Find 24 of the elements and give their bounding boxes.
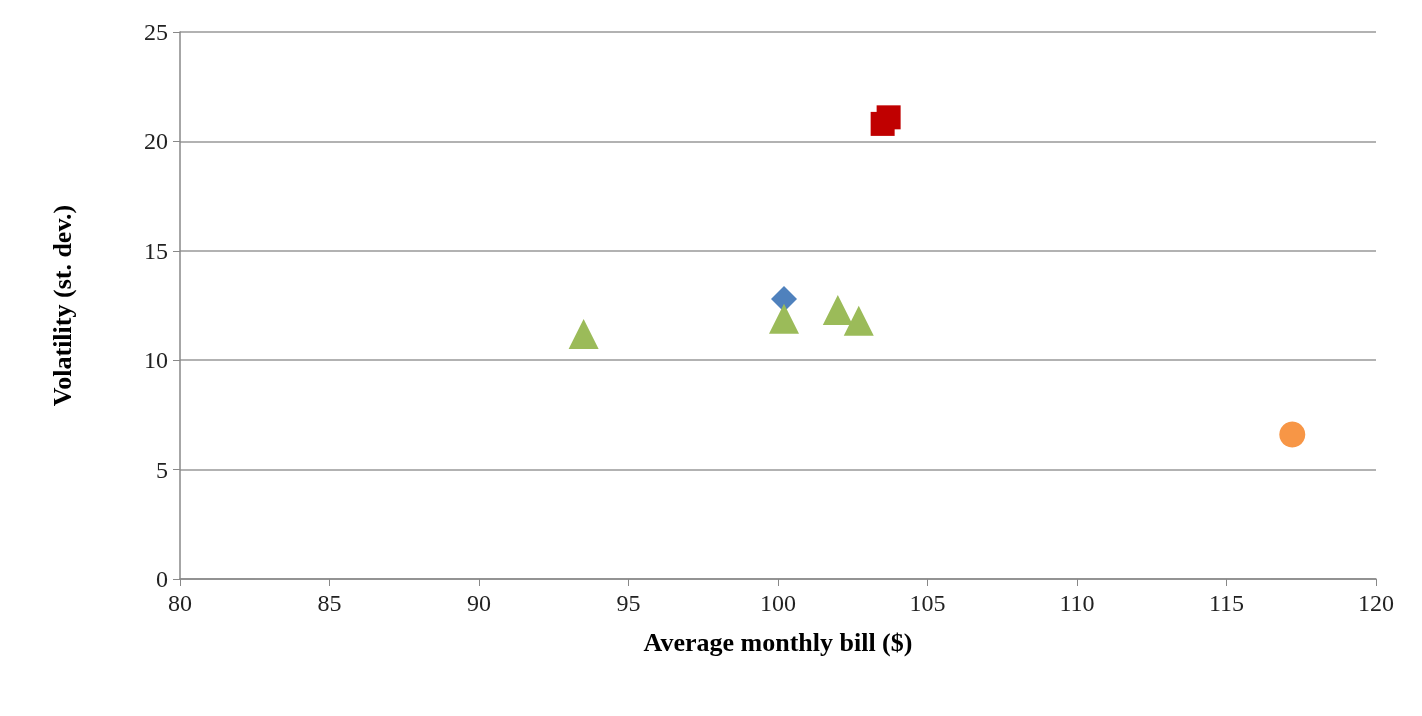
x-tick-label: 105 <box>909 590 946 616</box>
point <box>568 318 599 349</box>
x-tick-label: 120 <box>1358 590 1394 616</box>
x-tick-label: 90 <box>467 590 491 616</box>
y-tick-label: 10 <box>144 347 168 374</box>
x-tick-label: 115 <box>1208 590 1245 616</box>
point <box>1279 421 1306 448</box>
y-tick-label: 5 <box>156 456 168 483</box>
y-tick-label: 25 <box>144 19 168 45</box>
point <box>768 303 799 334</box>
x-axis-title: Average monthly bill ($) <box>643 627 913 657</box>
x-tick-label: 95 <box>616 590 641 616</box>
x-tick-label: 100 <box>760 590 796 616</box>
y-tick-label: 15 <box>144 237 168 264</box>
y-tick-label: 20 <box>144 128 168 155</box>
x-tick-label: 110 <box>1059 590 1095 616</box>
y-axis-title: Volatility (st. dev.) <box>47 204 77 407</box>
point <box>876 105 901 130</box>
point <box>770 285 797 312</box>
point <box>822 294 853 325</box>
x-tick-label: 80 <box>168 590 192 616</box>
point <box>843 305 874 336</box>
y-tick-label: 0 <box>156 566 168 592</box>
x-tick-label: 85 <box>317 590 342 616</box>
